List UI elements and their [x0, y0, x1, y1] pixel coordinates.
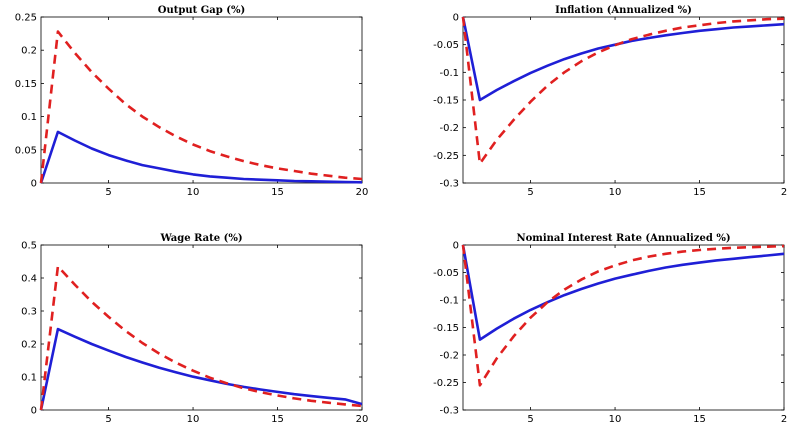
x-tick-label: 15	[271, 187, 284, 198]
y-tick-label: -0.3	[439, 179, 459, 190]
series-line-solid	[39, 327, 363, 411]
y-tick-label: -0.1	[439, 68, 459, 79]
y-tick-label: 0	[31, 179, 37, 190]
axes-frame	[40, 16, 363, 184]
x-tick-label: 10	[187, 187, 200, 198]
panel-nominal-interest-rate: Nominal Interest Rate (Annualized %) 5 10…	[433, 233, 787, 425]
x-tick-label: 2	[781, 414, 787, 425]
y-tick-label: 0.2	[21, 46, 37, 57]
x-tick-label: 5	[105, 414, 111, 425]
chart-title: Wage Rate (%)	[159, 233, 242, 244]
series-line-solid	[461, 244, 785, 341]
panel-output-gap: Output Gap (%) 5 10 15 20 0 0.05 0.1 0.15 0.2 0.2…	[15, 5, 369, 198]
x-tick-label: 5	[105, 187, 111, 198]
y-tick-label: -0.1	[439, 296, 459, 307]
series-line-solid	[39, 130, 363, 184]
series-line-dashed	[461, 244, 785, 387]
x-tick-label: 10	[609, 187, 622, 198]
y-tick-label: 0.1	[21, 112, 37, 123]
panel-wage-rate: Wage Rate (%) 5 10 15 20 0 0.1 0.2 0.3 0.4 0.5	[21, 233, 368, 425]
chart-title: Nominal Interest Rate (Annualized %)	[516, 233, 730, 244]
y-tick-label: -0.05	[433, 40, 459, 51]
y-tick-label: -0.25	[433, 151, 459, 162]
y-tick-label: 0	[31, 406, 37, 417]
y-tick-label: -0.3	[439, 406, 459, 417]
x-tick-label: 15	[271, 414, 284, 425]
y-tick-label: 0.3	[21, 307, 37, 318]
panel-inflation: Inflation (Annualized %) 5 10 15 2 -0.3 -0.25…	[433, 5, 787, 198]
y-tick-label: -0.25	[433, 378, 459, 389]
x-tick-label: 15	[693, 414, 706, 425]
x-tick-label: 5	[527, 414, 533, 425]
y-tick-label: 0.2	[21, 340, 37, 351]
y-tick-label: -0.2	[439, 123, 459, 134]
y-tick-label: 0.1	[21, 373, 37, 384]
series-line-solid	[461, 16, 785, 102]
chart-title: Output Gap (%)	[158, 5, 245, 16]
x-tick-label: 20	[356, 187, 369, 198]
x-tick-label: 15	[693, 187, 706, 198]
series-line-dashed	[461, 16, 785, 165]
y-tick-label: 0	[453, 13, 459, 24]
y-tick-label: 0.15	[15, 79, 37, 90]
chart-title: Inflation (Annualized %)	[555, 5, 692, 16]
x-tick-label: 10	[609, 414, 622, 425]
y-tick-label: -0.15	[433, 96, 459, 107]
y-tick-label: 0.5	[21, 241, 37, 252]
x-tick-label: 2	[781, 187, 787, 198]
x-tick-label: 10	[187, 414, 200, 425]
series-line-dashed	[39, 30, 363, 184]
y-tick-label: 0.25	[15, 13, 37, 24]
y-tick-label: 0.05	[15, 145, 37, 156]
y-tick-label: 0.4	[21, 274, 37, 285]
y-tick-label: -0.05	[433, 268, 459, 279]
x-tick-label: 5	[527, 187, 533, 198]
y-tick-label: 0	[453, 241, 459, 252]
y-tick-label: -0.2	[439, 351, 459, 362]
y-tick-label: -0.15	[433, 323, 459, 334]
x-tick-label: 20	[356, 414, 369, 425]
series-line-dashed	[39, 265, 363, 411]
axes-frame	[40, 244, 363, 411]
axes-frame	[462, 244, 785, 411]
